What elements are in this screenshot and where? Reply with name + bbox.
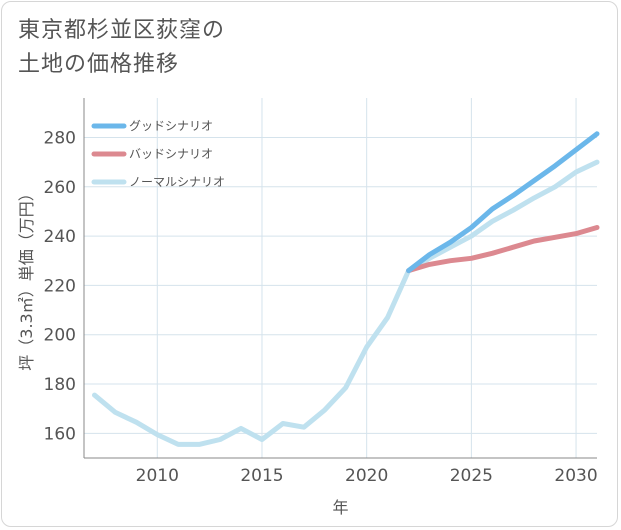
- y-tick-label: 200: [44, 326, 76, 346]
- axes: [83, 98, 597, 459]
- legend-label-bad: バッドシナリオ: [129, 147, 213, 161]
- y-tick-label: 220: [44, 276, 76, 296]
- y-tick-label: 180: [44, 375, 76, 395]
- chart-title-line-2: 土地の価格推移: [18, 52, 180, 77]
- x-tick-label: 2020: [345, 466, 388, 486]
- chart-title: 東京都杉並区荻窪の 土地の価格推移: [18, 14, 225, 82]
- x-axis-label: 年: [332, 498, 348, 517]
- series-line-bad: [406, 225, 600, 274]
- gridlines: [84, 98, 597, 458]
- legend-label-normal: ノーマルシナリオ: [129, 175, 225, 189]
- chart-title-line-1: 東京都杉並区荻窪の: [18, 18, 226, 43]
- y-axis-label: 坪（3.3㎡）単価（万円）: [17, 185, 36, 370]
- series-line-normal: [92, 159, 600, 447]
- x-tick-label: 2010: [136, 466, 179, 486]
- y-tick-label: 260: [44, 178, 76, 198]
- x-tick-label: 2015: [240, 466, 283, 486]
- tick-labels: 160 180 200 220 240 260 280 2010 2015 2020 2025 203…: [44, 128, 598, 486]
- series-lines: [92, 131, 600, 447]
- y-tick-label: 160: [44, 424, 76, 444]
- x-tick-label: 2025: [450, 466, 493, 486]
- series-line-good: [406, 131, 600, 274]
- x-tick-label: 2030: [554, 466, 597, 486]
- y-tick-label: 280: [44, 128, 76, 148]
- y-tick-label: 240: [44, 227, 76, 247]
- legend-label-good: グッドシナリオ: [129, 119, 213, 133]
